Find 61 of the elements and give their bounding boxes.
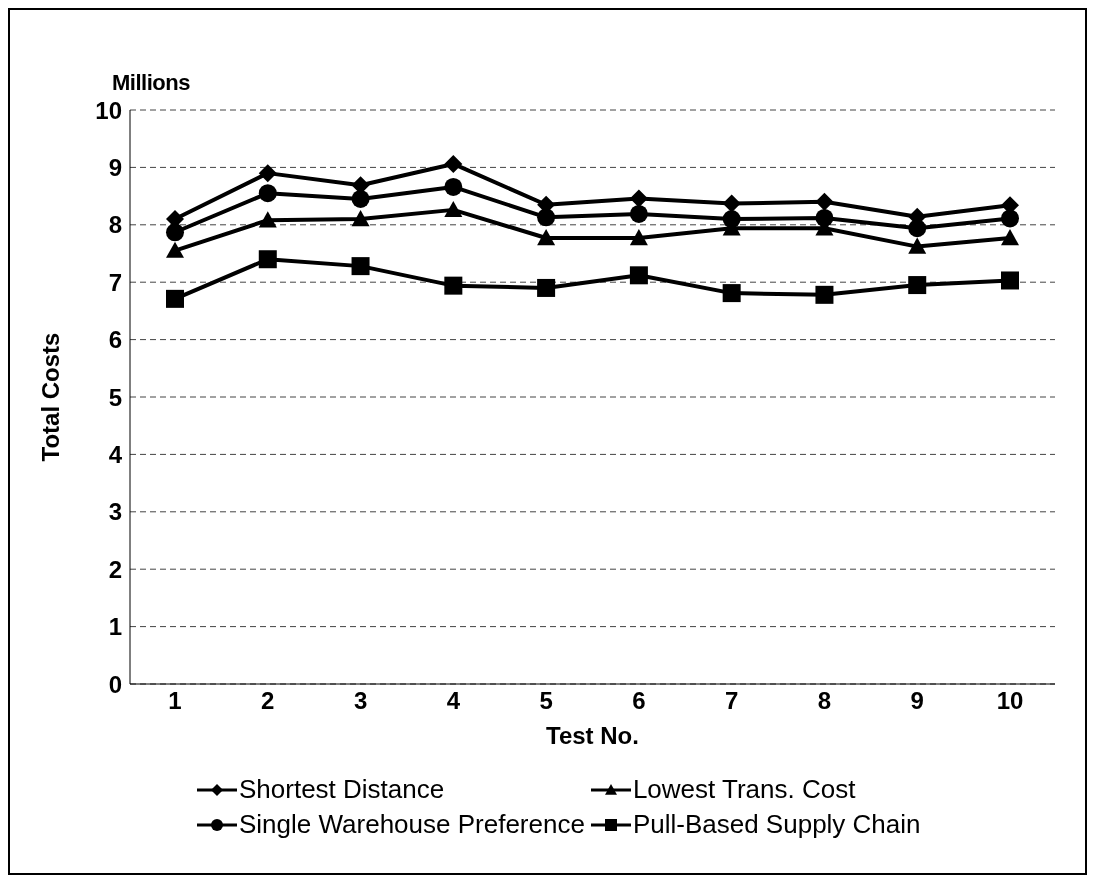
x-tick-label: 10 (996, 687, 1024, 715)
point (258, 184, 277, 203)
point (444, 177, 463, 196)
point (815, 208, 834, 227)
y-tick-label: 4 (108, 440, 123, 468)
point (444, 200, 463, 218)
legend-label: Lowest Trans. Cost (632, 774, 856, 805)
x-tick-label: 1 (168, 687, 182, 715)
point (908, 276, 927, 295)
point (537, 208, 556, 227)
point (258, 164, 277, 183)
point (908, 219, 927, 238)
point (722, 194, 741, 213)
point (444, 154, 463, 173)
point (166, 241, 184, 258)
text: Millions (112, 70, 190, 96)
point (166, 289, 184, 308)
point (258, 250, 277, 269)
point (722, 284, 741, 303)
legend-label: Pull-Based Supply Chain (632, 809, 921, 840)
point (258, 211, 277, 228)
point (815, 285, 834, 304)
x-tick-label: 3 (353, 687, 368, 715)
y-tick-label: 0 (108, 670, 122, 698)
point (537, 278, 556, 297)
point (351, 189, 370, 208)
point (815, 192, 834, 211)
y-tick-label: 3 (108, 498, 122, 526)
legend-label: Shortest Distance (239, 774, 445, 805)
y-axis-title: Total Costs (36, 332, 64, 462)
point (629, 266, 648, 285)
point (1001, 229, 1019, 246)
y-tick-label: 9 (108, 153, 122, 181)
point (537, 229, 556, 246)
point (1001, 271, 1019, 290)
point (166, 223, 184, 242)
y-tick-label: 8 (108, 211, 122, 239)
point (629, 189, 648, 208)
x-tick-label: 6 (632, 687, 646, 715)
y-tick-label: 10 (95, 96, 122, 124)
x-tick-label: 7 (724, 687, 739, 715)
y-tick-label: 5 (108, 383, 122, 411)
point (722, 210, 741, 229)
point (908, 237, 927, 254)
point (351, 257, 370, 276)
point (351, 210, 370, 227)
y-tick-label: 1 (108, 613, 122, 641)
x-tick-label: 2 (261, 687, 275, 715)
y-tick-label: 2 (108, 555, 122, 583)
point (444, 276, 463, 295)
y-tick-label: 6 (108, 326, 122, 354)
x-tick-label: 5 (539, 687, 553, 715)
legend-label: Single Warehouse Preference (239, 809, 585, 840)
x-tick-label: 8 (817, 687, 832, 715)
point (629, 229, 648, 246)
point (1001, 209, 1019, 228)
y-tick-label: 7 (108, 268, 122, 296)
point (629, 204, 648, 223)
x-tick-label: 9 (910, 687, 924, 715)
x-axis-title: Test No. (546, 722, 639, 749)
x-tick-label: 4 (446, 687, 461, 715)
